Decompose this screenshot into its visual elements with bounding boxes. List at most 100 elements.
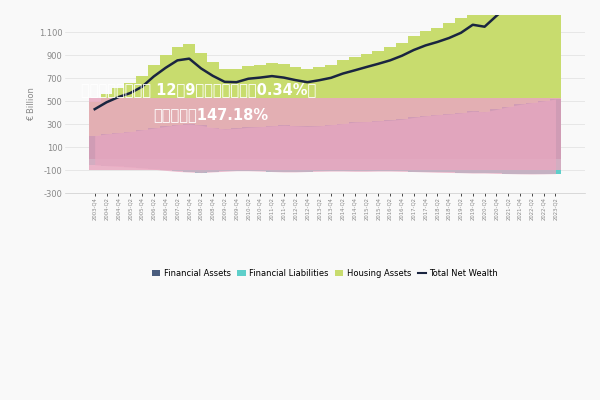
Bar [455,158,467,173]
Bar [490,0,502,110]
Bar [266,63,278,126]
Bar [290,126,301,158]
Bar [502,158,514,174]
Bar [254,158,266,171]
Bar [337,60,349,124]
Bar [349,57,361,122]
Bar [408,118,419,158]
Bar [514,104,526,158]
Y-axis label: € Billion: € Billion [27,87,36,121]
Bar [361,54,373,122]
Bar [101,94,112,134]
Bar [172,46,184,125]
Bar [373,158,384,171]
Bar [207,62,219,128]
Bar [490,110,502,158]
Bar [136,76,148,130]
Bar [419,32,431,116]
Bar [207,128,219,158]
Bar [514,0,526,104]
Bar [112,158,124,166]
Bar [337,124,349,158]
Bar [419,116,431,158]
Bar [89,102,101,136]
Bar [89,136,101,158]
Bar [301,126,313,158]
Bar [101,158,112,166]
Bar [184,158,195,172]
Bar [278,125,290,158]
Bar [396,158,408,171]
Bar [148,128,160,158]
Bar [550,0,562,99]
Bar [124,83,136,132]
Bar [325,65,337,125]
Bar [479,112,490,158]
Bar [242,127,254,158]
Bar [373,51,384,121]
Bar [254,65,266,127]
Bar [290,67,301,126]
Bar [550,99,562,158]
Bar [195,125,207,158]
Bar [443,114,455,158]
Bar [396,119,408,158]
Bar [195,54,207,125]
Bar [266,126,278,158]
Bar [349,122,361,158]
Bar [160,55,172,126]
Bar [136,130,148,158]
Bar [112,88,124,133]
Bar [230,158,242,171]
Bar [526,158,538,174]
Text: 转股溢价率147.18%: 转股溢价率147.18% [153,107,268,122]
Bar [538,158,550,174]
Bar [124,158,136,167]
Bar [384,47,396,120]
Bar [230,69,242,128]
Bar [290,158,301,172]
Bar [148,65,160,128]
Bar [124,132,136,158]
Bar [408,158,419,172]
Bar [254,127,266,158]
Bar [396,43,408,119]
Bar [538,101,550,158]
Bar [207,158,219,172]
Bar [148,158,160,169]
Bar [431,115,443,158]
Bar [431,28,443,115]
Bar [184,44,195,124]
Bar [538,0,550,101]
Bar [349,158,361,171]
Bar [112,133,124,158]
Bar [313,67,325,126]
Bar [550,158,562,174]
Bar [101,134,112,158]
Bar [230,128,242,158]
Bar [278,64,290,125]
Bar [195,158,207,172]
Bar [313,126,325,158]
Legend: Financial Assets, Financial Liabilities, Housing Assets, Total Net Wealth: Financial Assets, Financial Liabilities,… [149,266,502,282]
Bar [219,158,230,171]
Bar [384,158,396,171]
Bar [526,102,538,158]
Bar [337,158,349,171]
Bar [479,158,490,173]
Bar [467,111,479,158]
Bar [419,158,431,172]
Bar [443,24,455,114]
Bar [431,158,443,172]
Bar [373,121,384,158]
Bar [325,158,337,171]
Bar [408,36,419,118]
Bar [384,120,396,158]
Bar [184,124,195,158]
Bar [160,126,172,158]
Bar [242,158,254,171]
Bar [467,9,479,111]
Bar [526,0,538,102]
Bar [278,158,290,172]
Bar [479,11,490,112]
